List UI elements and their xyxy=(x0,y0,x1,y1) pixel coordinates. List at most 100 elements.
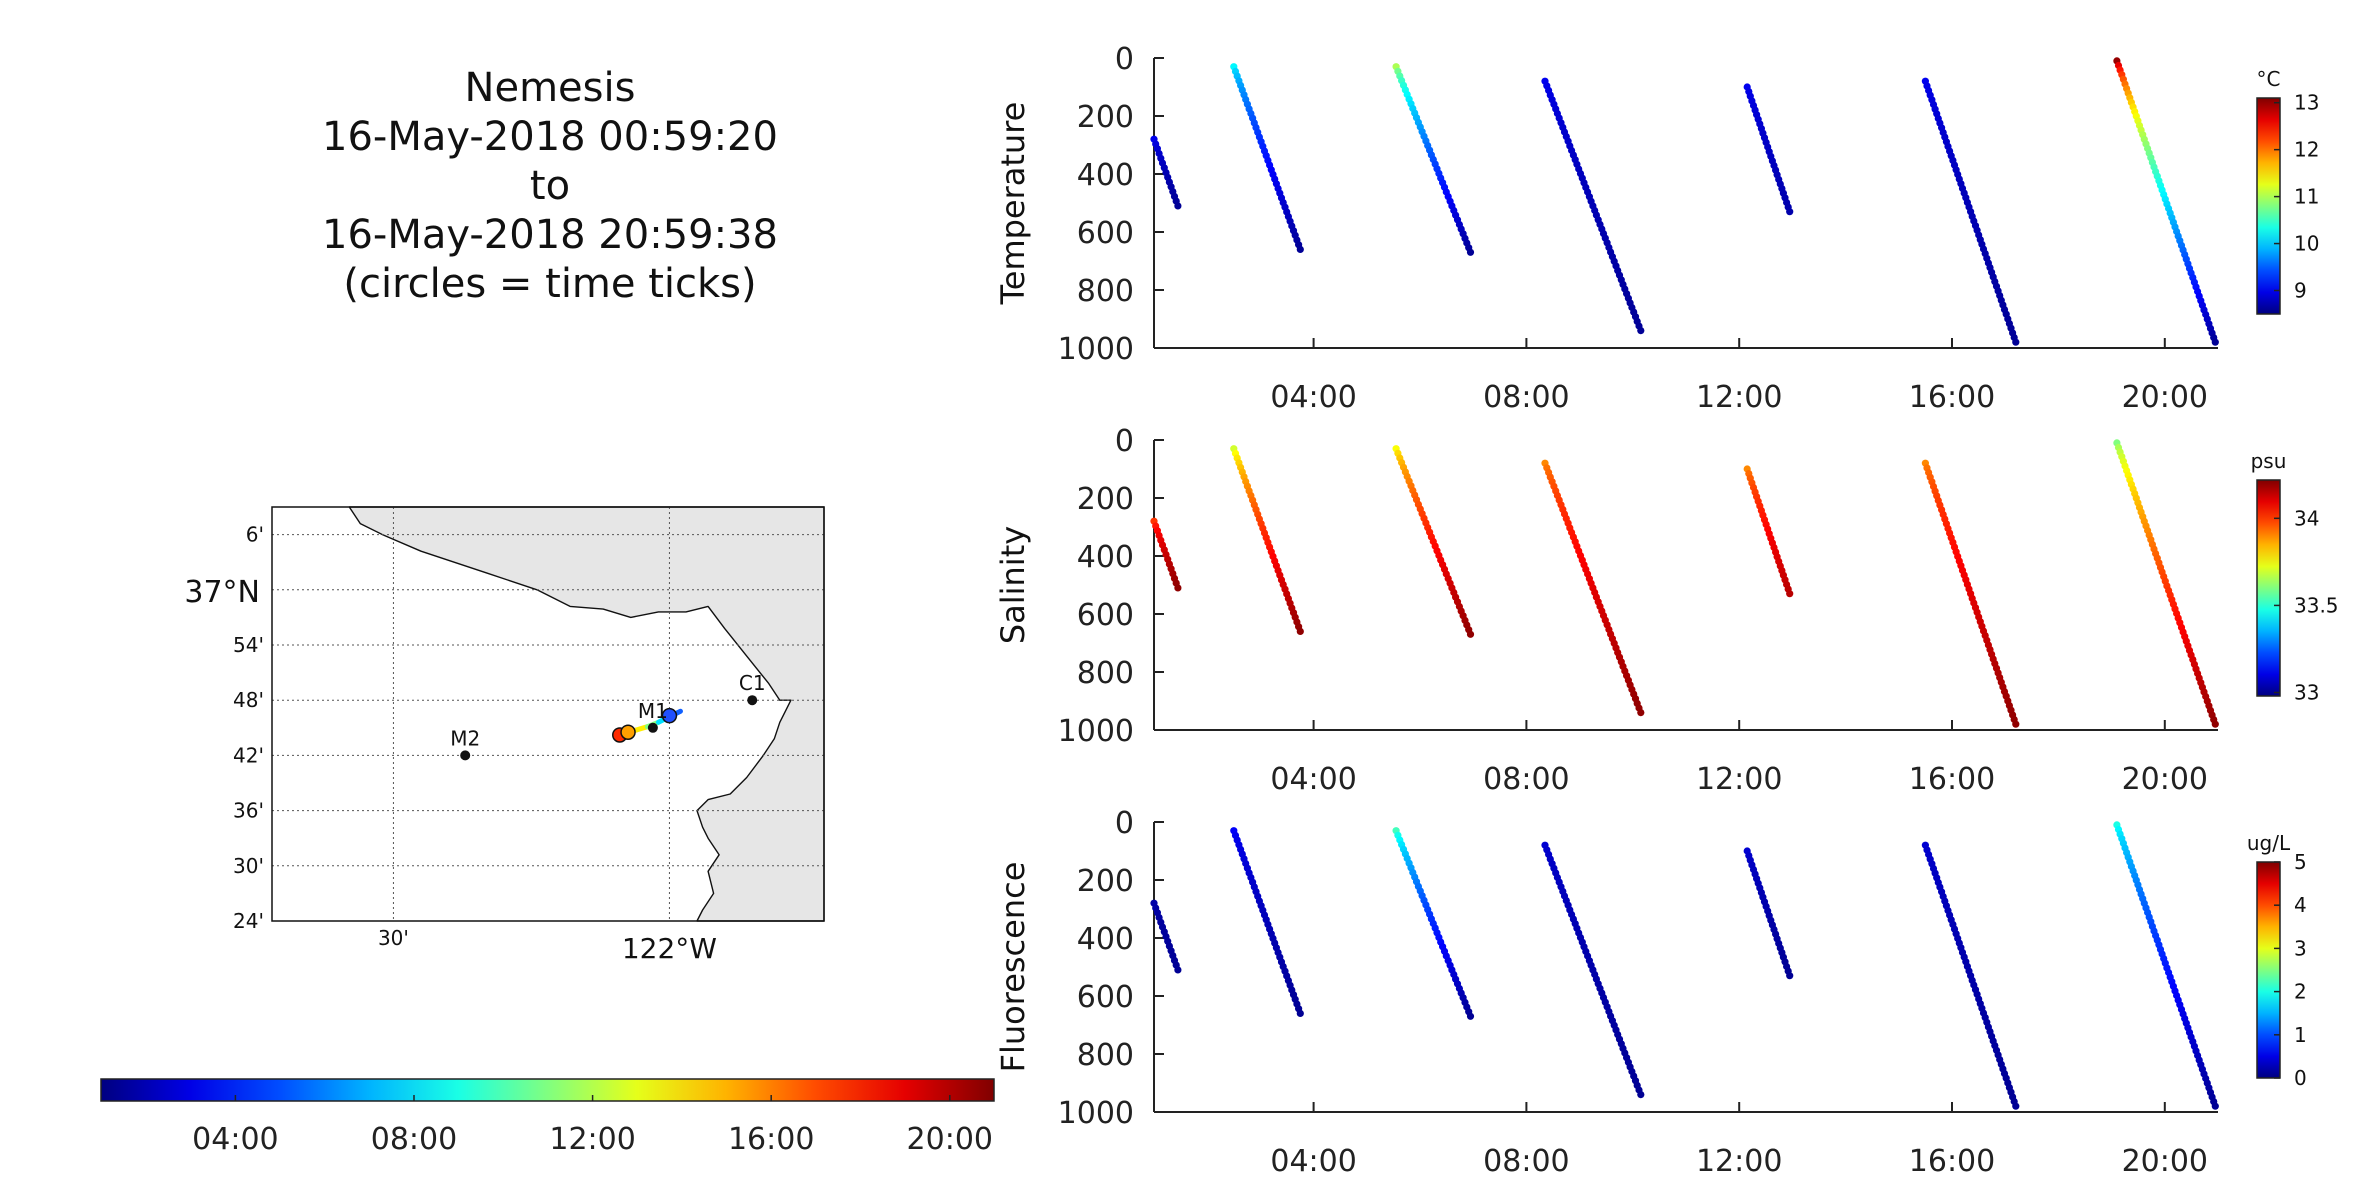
time-tick-circle xyxy=(661,707,678,724)
map-lon-label: 122°W xyxy=(622,932,717,965)
temperature-x-tick-label: 12:00 xyxy=(1696,380,1782,415)
temperature-data-point xyxy=(2211,338,2219,346)
temperature-axis-title: Temperature xyxy=(994,102,1032,306)
time-colorbar-tick-label: 08:00 xyxy=(371,1122,457,1157)
station-marker xyxy=(647,722,658,733)
salinity-x-tick-label: 08:00 xyxy=(1483,762,1569,797)
time-tick-circle xyxy=(620,724,636,740)
temperature-y-tick-label: 0 xyxy=(1115,42,1134,77)
map-lat-label: 42' xyxy=(233,743,264,767)
temperature-data-point xyxy=(1786,208,1794,216)
time-colorbar-tick-label: 16:00 xyxy=(728,1122,814,1157)
map-lat-label: 54' xyxy=(233,633,264,657)
salinity-y-tick-label: 600 xyxy=(1077,598,1134,633)
temperature-y-tick-label: 600 xyxy=(1077,216,1134,251)
time-colorbar-tick-label: 20:00 xyxy=(907,1122,993,1157)
fluorescence-colorbar-tick-label: 3 xyxy=(2294,936,2307,960)
salinity-y-tick-label: 400 xyxy=(1077,540,1134,575)
temperature-data-point xyxy=(1637,327,1645,335)
temperature-data-point xyxy=(2012,338,2020,346)
map-lat-label: 48' xyxy=(233,688,264,712)
salinity-x-tick-label: 16:00 xyxy=(1909,762,1995,797)
map-lat-label: 36' xyxy=(233,799,264,823)
station-marker xyxy=(460,750,471,761)
fluorescence-data-point xyxy=(1174,966,1182,974)
title-line-end-time: 16-May-2018 20:59:38 xyxy=(322,212,778,258)
map-lat-label: 37°N xyxy=(184,575,260,610)
map-lat-label: 6' xyxy=(246,523,264,547)
temperature-y-tick-label: 1000 xyxy=(1058,332,1134,367)
title-line-start-time: 16-May-2018 00:59:20 xyxy=(322,114,778,160)
fluorescence-colorbar-unit: ug/L xyxy=(2247,831,2291,855)
fluorescence-colorbar-tick-label: 4 xyxy=(2294,893,2307,917)
map-lat-label: 30' xyxy=(233,854,264,878)
fluorescence-x-tick-label: 08:00 xyxy=(1483,1144,1569,1179)
station-marker xyxy=(747,695,758,706)
fluorescence-y-tick-label: 1000 xyxy=(1058,1096,1134,1131)
fluorescence-x-tick-label: 12:00 xyxy=(1696,1144,1782,1179)
temperature-y-tick-label: 800 xyxy=(1077,274,1134,309)
fluorescence-data-point xyxy=(1637,1091,1645,1099)
fluorescence-y-tick-label: 200 xyxy=(1077,864,1134,899)
temperature-data-point xyxy=(1466,248,1475,256)
fluorescence-colorbar-tick-label: 1 xyxy=(2294,1023,2307,1047)
fluorescence-colorbar-tick-label: 5 xyxy=(2294,850,2307,874)
temperature-colorbar-tick-label: 13 xyxy=(2294,91,2319,115)
salinity-y-tick-label: 0 xyxy=(1115,424,1134,459)
fluorescence-data-point xyxy=(2211,1102,2219,1110)
title-line-to: to xyxy=(529,163,571,209)
fluorescence-colorbar-tick-label: 2 xyxy=(2294,980,2307,1004)
temperature-colorbar-tick-label: 10 xyxy=(2294,232,2319,256)
fluorescence-data-point xyxy=(1466,1012,1475,1020)
salinity-data-point xyxy=(1174,584,1182,592)
fluorescence-data-point xyxy=(1786,972,1794,980)
salinity-y-tick-label: 800 xyxy=(1077,656,1134,691)
temperature-x-tick-label: 04:00 xyxy=(1270,380,1356,415)
salinity-colorbar-tick-label: 33 xyxy=(2294,681,2319,705)
fluorescence-y-tick-label: 400 xyxy=(1077,922,1134,957)
title-line-platform: Nemesis xyxy=(464,65,636,111)
fluorescence-y-tick-label: 0 xyxy=(1115,806,1134,841)
temperature-colorbar-tick-label: 9 xyxy=(2294,279,2307,303)
fluorescence-y-tick-label: 800 xyxy=(1077,1038,1134,1073)
map-panel: 6' 37°N 54' 48' 42' 36' 30' 24' 30' 122°W M2 M1 C1 xyxy=(184,506,825,965)
fluorescence-data-point xyxy=(2012,1102,2020,1110)
fluorescence-y-tick-label: 600 xyxy=(1077,980,1134,1015)
land-area xyxy=(348,506,825,922)
salinity-data-point xyxy=(1296,627,1304,636)
fluorescence-axis-title: Fluorescence xyxy=(994,862,1032,1073)
map-frame xyxy=(271,506,825,922)
fluorescence-data-point xyxy=(1296,1009,1304,1018)
time-colorbar-tick-label: 04:00 xyxy=(192,1122,278,1157)
salinity-data-point xyxy=(2211,720,2219,728)
salinity-data-point xyxy=(1786,590,1794,598)
salinity-colorbar xyxy=(2256,479,2281,697)
temperature-colorbar-unit: °C xyxy=(2257,67,2281,91)
title-line-note: (circles = time ticks) xyxy=(343,261,757,307)
fluorescence-colorbar xyxy=(2256,861,2281,1079)
temperature-data-point xyxy=(1174,202,1182,210)
station-label: C1 xyxy=(739,671,766,695)
salinity-colorbar-tick-label: 34 xyxy=(2294,506,2319,530)
station-label: M2 xyxy=(450,726,480,750)
salinity-colorbar-tick-label: 33.5 xyxy=(2294,593,2339,617)
temperature-panel: 0 200 400 600 800 1000 04:00 08:00 12:00 16:00 20:… xyxy=(994,42,2319,415)
salinity-y-tick-label: 200 xyxy=(1077,482,1134,517)
fluorescence-panel: 0 200 400 600 800 1000 04:00 08:00 12:00 16:00 20:… xyxy=(994,806,2307,1179)
salinity-data-point xyxy=(2012,720,2020,728)
fluorescence-x-tick-label: 16:00 xyxy=(1909,1144,1995,1179)
salinity-x-tick-label: 04:00 xyxy=(1270,762,1356,797)
map-lon-label: 30' xyxy=(378,926,409,950)
salinity-x-tick-label: 20:00 xyxy=(2122,762,2208,797)
salinity-panel: 0 200 400 600 800 1000 04:00 08:00 12:00 16:00 20:… xyxy=(994,424,2339,797)
temperature-colorbar-tick-label: 11 xyxy=(2294,185,2319,209)
time-colorbar-tick-label: 12:00 xyxy=(549,1122,635,1157)
temperature-data-point xyxy=(1296,245,1304,253)
salinity-axis-title: Salinity xyxy=(994,526,1032,644)
time-colorbar-group: 04:00 08:00 12:00 16:00 20:00 xyxy=(100,1078,995,1157)
salinity-colorbar-unit: psu xyxy=(2251,449,2287,473)
plot-title: Nemesis 16-May-2018 00:59:20 to 16-May-2… xyxy=(260,64,840,309)
temperature-y-tick-label: 200 xyxy=(1077,100,1134,135)
temperature-y-tick-label: 400 xyxy=(1077,158,1134,193)
